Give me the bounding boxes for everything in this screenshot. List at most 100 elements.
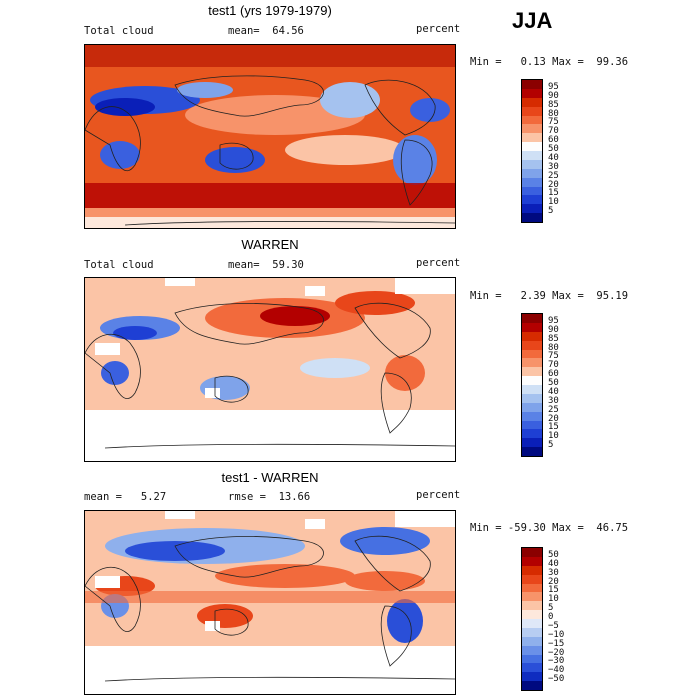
colorbar-swatch (522, 322, 542, 332)
colorbar-tick-label: 5 (548, 206, 554, 217)
panel-1-minmax: Min = 0.13 Max = 99.36 (470, 56, 629, 68)
colorbar-swatch (522, 681, 542, 690)
colorbar-swatch (522, 583, 542, 593)
colorbar-swatch (522, 97, 542, 107)
colorbar-swatch (522, 636, 542, 646)
colorbar-swatch (522, 213, 542, 222)
colorbar-tick-label: 5 (548, 440, 554, 451)
colorbar-tick-label: 25 (548, 404, 559, 415)
colorbar-tick-label: 15 (548, 188, 559, 199)
colorbar-swatch (522, 124, 542, 134)
colorbar-tick-label: 80 (548, 342, 559, 353)
colorbar-tick-label: 10 (548, 197, 559, 208)
panel-1-unit-label: percent (416, 23, 461, 35)
panel-2-unit-label: percent (416, 257, 461, 269)
panel-2-map (84, 277, 456, 462)
colorbar-swatch (522, 447, 542, 456)
colorbar-swatch (522, 80, 542, 89)
colorbar-tick-label: 20 (548, 576, 559, 587)
colorbar-tick-label: 25 (548, 170, 559, 181)
colorbar-tick-label: 75 (548, 351, 559, 362)
colorbar-tick-label: 60 (548, 135, 559, 146)
colorbar-tick-label: 95 (548, 315, 559, 326)
colorbar-swatch (522, 88, 542, 98)
colorbar-tick-label: 40 (548, 558, 559, 569)
colorbar-swatch (522, 331, 542, 341)
colorbar-tick-label: 90 (548, 90, 559, 101)
colorbar-tick-label: 10 (548, 431, 559, 442)
colorbar-tick-label: 70 (548, 360, 559, 371)
colorbar-swatch (522, 420, 542, 430)
colorbar-swatch (522, 367, 542, 377)
colorbar-swatch (522, 610, 542, 619)
colorbar-tick-label: 15 (548, 585, 559, 596)
colorbar-tick-label: 50 (548, 549, 559, 560)
colorbar-swatch (522, 151, 542, 160)
colorbar-tick-label: 60 (548, 369, 559, 380)
panel-3-colorbar (521, 547, 543, 691)
colorbar-tick-label: −10 (548, 629, 565, 640)
colorbar-tick-label: 85 (548, 99, 559, 110)
colorbar-tick-label: −50 (548, 674, 565, 685)
panel-2-colorbar (521, 313, 543, 457)
colorbar-tick-label: 30 (548, 161, 559, 172)
colorbar-tick-label: 30 (548, 567, 559, 578)
colorbar-tick-label: 80 (548, 108, 559, 119)
colorbar-swatch (522, 672, 542, 682)
colorbar-tick-label: 5 (548, 603, 554, 614)
colorbar-swatch (522, 619, 542, 628)
colorbar-swatch (522, 411, 542, 421)
panel-3-title: test1 - WARREN (221, 470, 319, 485)
colorbar-tick-label: 70 (548, 126, 559, 137)
colorbar-swatch (522, 168, 542, 178)
panel-3-rmse-label: rmse = 13.66 (228, 491, 311, 503)
colorbar-tick-label: −40 (548, 665, 565, 676)
panel-2-variable-label: Total cloud (84, 259, 154, 271)
colorbar-tick-label: 40 (548, 152, 559, 163)
colorbar-swatch (522, 195, 542, 205)
panel-2-minmax: Min = 2.39 Max = 95.19 (470, 290, 629, 302)
colorbar-swatch (522, 393, 542, 403)
panel-1-title: test1 (yrs 1979-1979) (208, 3, 332, 18)
colorbar-tick-label: 90 (548, 324, 559, 335)
panel-3-minmax: Min = -59.30 Max = 46.75 (470, 522, 629, 534)
colorbar-swatch (522, 645, 542, 655)
colorbar-tick-label: −20 (548, 647, 565, 658)
colorbar-swatch (522, 159, 542, 169)
colorbar-tick-label: −15 (548, 638, 565, 649)
colorbar-tick-label: 75 (548, 117, 559, 128)
panel-2-mean-label: mean= 59.30 (228, 259, 304, 271)
colorbar-swatch (522, 574, 542, 584)
colorbar-swatch (522, 314, 542, 323)
colorbar-swatch (522, 186, 542, 196)
colorbar-tick-label: 0 (548, 612, 554, 622)
colorbar-swatch (522, 385, 542, 394)
panel-2-title: WARREN (241, 237, 299, 252)
colorbar-swatch (522, 592, 542, 602)
colorbar-tick-label: −30 (548, 656, 565, 667)
colorbar-swatch (522, 340, 542, 350)
colorbar-tick-label: 50 (548, 144, 559, 154)
colorbar-tick-label: 20 (548, 413, 559, 424)
panel-3-unit-label: percent (416, 489, 461, 501)
colorbar-tick-label: 15 (548, 422, 559, 433)
panel-3-mean-label: mean = 5.27 (84, 491, 167, 503)
colorbar-swatch (522, 142, 542, 151)
panel-1-colorbar (521, 79, 543, 223)
season-label: JJA (512, 8, 553, 33)
colorbar-tick-label: 40 (548, 386, 559, 397)
colorbar-swatch (522, 376, 542, 385)
colorbar-swatch (522, 204, 542, 214)
colorbar-swatch (522, 115, 542, 125)
panel-1-mean-label: mean= 64.56 (228, 25, 304, 37)
colorbar-swatch (522, 429, 542, 439)
colorbar-swatch (522, 106, 542, 116)
colorbar-swatch (522, 358, 542, 368)
colorbar-tick-label: 85 (548, 333, 559, 344)
colorbar-swatch (522, 548, 542, 557)
colorbar-swatch (522, 349, 542, 359)
colorbar-swatch (522, 627, 542, 637)
colorbar-swatch (522, 438, 542, 448)
colorbar-swatch (522, 133, 542, 143)
colorbar-tick-label: −5 (548, 620, 559, 631)
